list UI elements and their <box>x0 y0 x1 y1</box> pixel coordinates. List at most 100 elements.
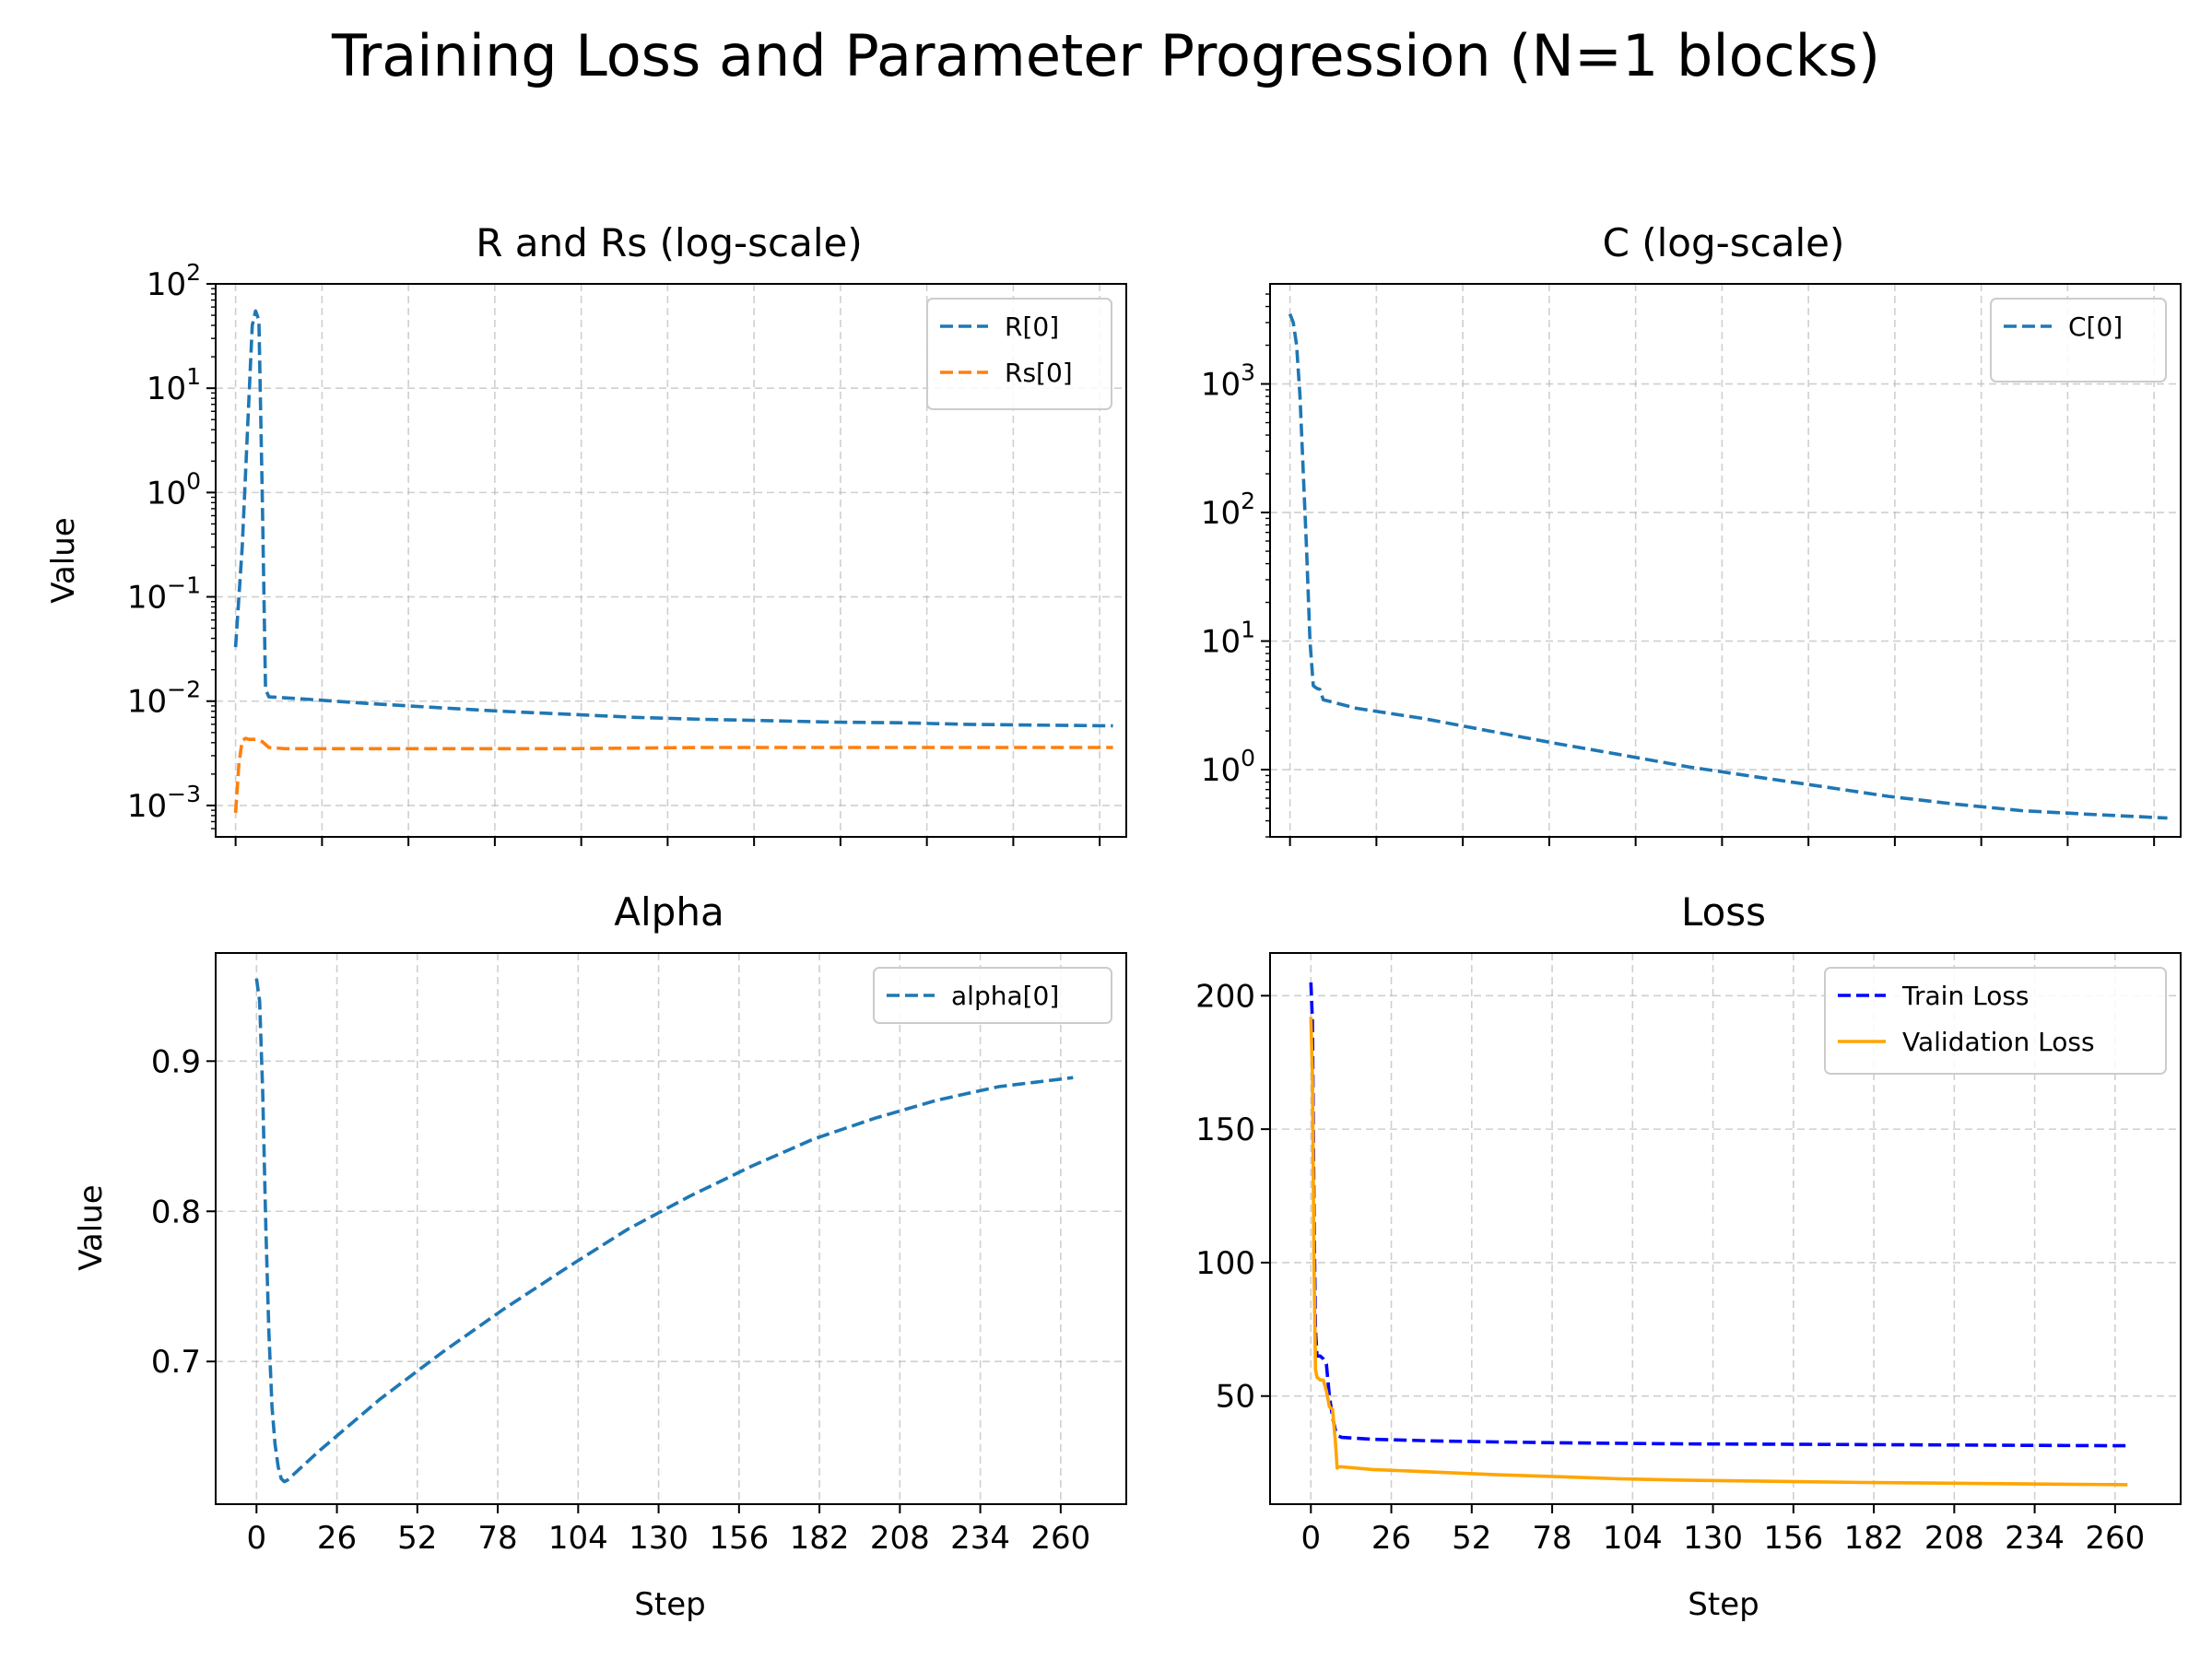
x-tick-label: 156 <box>1763 1520 1823 1557</box>
legend: alpha[0] <box>873 967 1112 1024</box>
x-tick-label: 0 <box>246 1520 266 1557</box>
y-tick-label: 0.7 <box>151 1344 201 1381</box>
x-tick-label: 104 <box>548 1520 608 1557</box>
axes-frame <box>215 283 1127 838</box>
figure-title: Training Loss and Parameter Progression … <box>331 22 1880 89</box>
x-tick-label: 234 <box>2005 1520 2065 1557</box>
series-line-0 <box>233 309 1113 728</box>
y-tick-label: 101 <box>147 363 201 407</box>
axes-frame <box>1269 952 2182 1505</box>
x-tick-label: 26 <box>1371 1520 1411 1557</box>
legend-box <box>1824 967 2167 1075</box>
y-tick-exponent: 0 <box>186 467 201 494</box>
x-tick-label: 52 <box>397 1520 437 1557</box>
y-tick-label: 10−1 <box>127 572 201 617</box>
series-line-0 <box>1309 982 2128 1448</box>
x-tick-label: 130 <box>629 1520 688 1557</box>
legend-box <box>873 967 1112 1024</box>
y-tick-base: 10 <box>1201 624 1241 661</box>
y-tick-exponent: 1 <box>1241 617 1255 643</box>
y-tick-exponent: −3 <box>167 781 201 807</box>
series-line-0 <box>254 978 1074 1484</box>
axes-frame <box>1269 283 2182 838</box>
y-tick-exponent: 0 <box>1241 745 1255 771</box>
y-tick-base: 10 <box>127 788 167 825</box>
x-tick-label: 208 <box>870 1520 930 1557</box>
legend-label: alpha[0] <box>951 981 1059 1011</box>
y-tick-base: 10 <box>127 684 167 721</box>
y-tick-label: 10−3 <box>127 781 201 825</box>
x-tick-label: 104 <box>1603 1520 1663 1557</box>
y-tick-label: 0.9 <box>151 1043 201 1080</box>
panel-title: C (log-scale) <box>1603 220 1845 265</box>
x-tick-label: 182 <box>1844 1520 1904 1557</box>
panel-loss: Loss Step 0 26 52 78 104 130 156 182 208 234 260 50… <box>1195 889 2182 1623</box>
x-tick-label: 156 <box>709 1520 769 1557</box>
y-tick-base: 10 <box>1201 367 1241 404</box>
plot-area-alpha: 0 26 52 78 104 130 156 182 208 234 260 0.7 0.8 0.9 alp… <box>151 952 1127 1557</box>
axes-frame <box>215 952 1127 1505</box>
legend: R[0] Rs[0] <box>926 298 1112 410</box>
x-tick-label: 52 <box>1452 1520 1491 1557</box>
y-tick-label: 150 <box>1195 1112 1255 1148</box>
y-tick-base: 10 <box>1201 495 1241 532</box>
x-tick-label: 26 <box>317 1520 357 1557</box>
y-tick-exponent: −1 <box>167 572 201 599</box>
legend-box <box>926 298 1112 410</box>
y-tick-label: 10−2 <box>127 677 201 721</box>
y-axis-label: Value <box>73 1184 110 1270</box>
x-tick-label: 78 <box>477 1520 517 1557</box>
x-axis-label: Step <box>1688 1586 1759 1623</box>
y-tick-exponent: 2 <box>1241 488 1255 514</box>
legend-label: Train Loss <box>1901 981 2030 1011</box>
y-tick-label: 200 <box>1195 978 1255 1015</box>
y-tick-exponent: 1 <box>186 363 201 390</box>
series-line-1 <box>233 736 1113 814</box>
legend-label: R[0] <box>1005 312 1059 342</box>
x-axis-label: Step <box>634 1586 705 1623</box>
y-tick-base: 10 <box>147 475 186 512</box>
panel-title: Loss <box>1681 889 1766 935</box>
x-tick-label: 0 <box>1300 1520 1321 1557</box>
y-tick-exponent: 2 <box>186 259 201 286</box>
legend: C[0] <box>1990 298 2167 382</box>
y-tick-base: 10 <box>147 266 186 303</box>
legend-label: Rs[0] <box>1005 358 1073 388</box>
plot-area-loss: 0 26 52 78 104 130 156 182 208 234 260 50 100 150 200 T… <box>1195 952 2182 1557</box>
series-line-0 <box>1288 313 2168 820</box>
series-line-1 <box>1309 1017 2128 1487</box>
y-tick-label: 103 <box>1201 359 1255 404</box>
legend: Train Loss Validation Loss <box>1824 967 2167 1075</box>
y-tick-label: 100 <box>1195 1245 1255 1282</box>
y-tick-label: 100 <box>147 467 201 512</box>
y-tick-label: 100 <box>1201 745 1255 789</box>
x-tick-label: 234 <box>950 1520 1010 1557</box>
y-tick-label: 50 <box>1216 1379 1255 1416</box>
y-axis-label: Value <box>45 517 82 603</box>
x-tick-label: 78 <box>1532 1520 1571 1557</box>
x-tick-label: 260 <box>2085 1520 2145 1557</box>
panel-title: Alpha <box>614 889 724 935</box>
legend-box <box>1990 298 2167 382</box>
y-tick-exponent: 3 <box>1241 359 1255 386</box>
panel-r-rs: R and Rs (log-scale) Value 10−310−210−11… <box>45 220 1127 846</box>
legend-label: Validation Loss <box>1902 1027 2095 1057</box>
x-tick-label: 208 <box>1924 1520 1984 1557</box>
x-tick-label: 182 <box>790 1520 850 1557</box>
legend-label: C[0] <box>2068 312 2123 342</box>
y-tick-base: 10 <box>1201 752 1241 789</box>
y-tick-label: 102 <box>147 259 201 303</box>
y-tick-exponent: −2 <box>167 677 201 703</box>
panel-title: R and Rs (log-scale) <box>476 220 863 265</box>
y-tick-label: 101 <box>1201 617 1255 661</box>
y-tick-base: 10 <box>127 580 167 617</box>
y-tick-label: 0.8 <box>151 1194 201 1230</box>
x-tick-label: 130 <box>1683 1520 1743 1557</box>
x-tick-label: 260 <box>1030 1520 1090 1557</box>
y-tick-base: 10 <box>147 371 186 407</box>
panel-alpha: Alpha Value Step 0 26 52 78 104 130 156 182 208 2… <box>73 889 1127 1623</box>
